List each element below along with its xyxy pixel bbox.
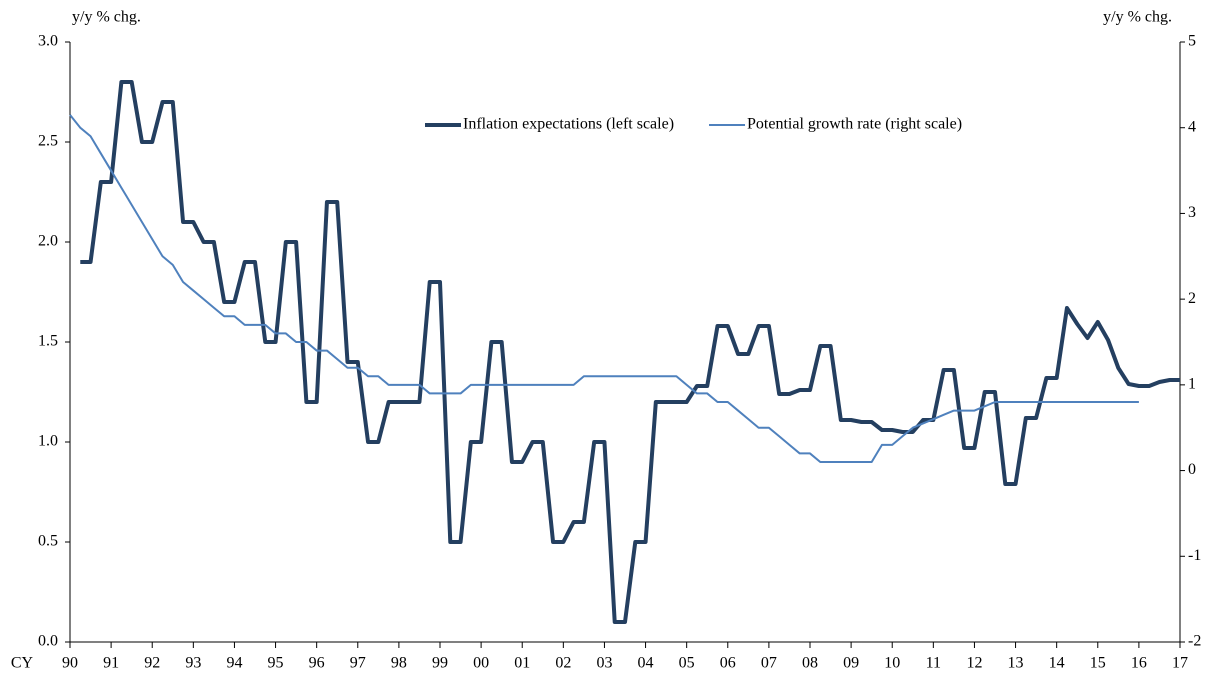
y-tick-label: 0.5 — [38, 533, 58, 550]
x-tick-label: 93 — [185, 655, 201, 672]
x-tick-label: 17 — [1172, 655, 1188, 672]
line-series — [80, 80, 1180, 624]
x-tick-label: 09 — [843, 655, 859, 672]
x-tick-label: 10 — [884, 655, 900, 672]
line-series — [69, 114, 1139, 463]
x-tick-label: 97 — [350, 655, 366, 672]
x-tick-label: 95 — [268, 655, 284, 672]
x-tick-label: 92 — [144, 655, 160, 672]
y-tick-label: 1.5 — [38, 333, 58, 350]
y2-tick-label: 0 — [1188, 461, 1196, 478]
legend-label: Potential growth rate (right scale) — [747, 116, 962, 133]
x-tick-label: 98 — [391, 655, 407, 672]
x-tick-label: 01 — [514, 655, 530, 672]
legend-label: Inflation expectations (left scale) — [463, 116, 674, 133]
x-tick-label: 08 — [802, 655, 818, 672]
y-tick-label: 2.0 — [38, 233, 58, 250]
y2-tick-label: 1 — [1188, 376, 1196, 393]
y2-tick-label: 5 — [1188, 33, 1196, 50]
x-tick-label: 90 — [62, 655, 78, 672]
y-tick-label: 1.0 — [38, 433, 58, 450]
x-tick-label: 99 — [432, 655, 448, 672]
y-tick-label: 3.0 — [38, 33, 58, 50]
x-tick-label: 07 — [761, 655, 777, 672]
x-tick-label: 02 — [555, 655, 571, 672]
x-tick-label: 91 — [103, 655, 119, 672]
x-tick-label: 96 — [309, 655, 325, 672]
y2-tick-label: 3 — [1188, 204, 1196, 221]
x-axis-label: CY — [11, 655, 34, 672]
y2-tick-label: -1 — [1188, 547, 1201, 564]
x-tick-label: 16 — [1131, 655, 1147, 672]
x-tick-label: 03 — [596, 655, 612, 672]
y2-tick-label: -2 — [1188, 633, 1201, 650]
x-tick-label: 00 — [473, 655, 489, 672]
y2-tick-label: 4 — [1188, 118, 1196, 135]
y-axis-label: y/y % chg. — [72, 9, 141, 26]
x-tick-label: 04 — [638, 655, 654, 672]
x-tick-label: 11 — [926, 655, 941, 672]
x-tick-label: 94 — [226, 655, 242, 672]
x-tick-label: 06 — [720, 655, 736, 672]
y-tick-label: 0.0 — [38, 633, 58, 650]
y2-tick-label: 2 — [1188, 290, 1196, 307]
x-tick-label: 15 — [1090, 655, 1106, 672]
y2-axis-label: y/y % chg. — [1103, 9, 1172, 26]
x-tick-label: 12 — [966, 655, 982, 672]
x-tick-label: 05 — [679, 655, 695, 672]
x-tick-label: 14 — [1049, 655, 1065, 672]
x-tick-label: 13 — [1008, 655, 1024, 672]
y-tick-label: 2.5 — [38, 133, 58, 150]
